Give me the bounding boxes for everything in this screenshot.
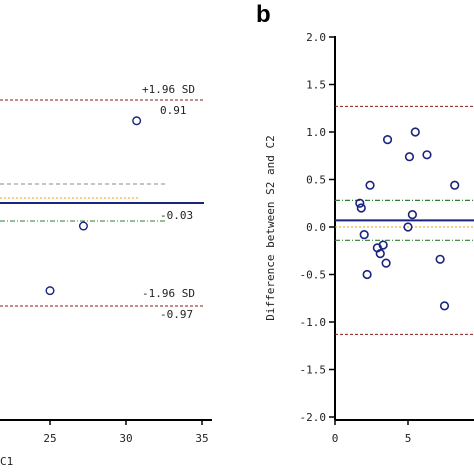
panel-b-data-point [404, 152, 415, 162]
panel-b-data-point [356, 203, 366, 213]
panel-b-y-tick-label: 1.0 [306, 126, 326, 139]
panel-b-x-tick-label: 5 [405, 432, 412, 445]
panel-a-lower-loa-label: -1.96 SD [142, 287, 195, 300]
panel-b-data-point [435, 254, 445, 264]
panel-b-data-point [439, 301, 450, 311]
panel-b-data-point [359, 230, 369, 240]
panel-a: 25 30 35 +1.96 SD 0.91 -0.03 -1.96 SD -0.9… [0, 83, 212, 468]
panel-b-label: b [256, 1, 271, 28]
panel-b-y-tick-label: -1.5 [300, 364, 327, 377]
panel-b-y-axis-label: Difference between S2 and C2 [264, 135, 277, 320]
panel-b: b Difference between S2 and C2 2.0 1.5 1.0… [256, 1, 474, 445]
panel-b-data-point [410, 127, 420, 137]
panel-b-data-point [378, 240, 388, 250]
panel-a-data-point [132, 116, 142, 126]
panel-b-data-point [422, 150, 432, 160]
panel-a-data-point [78, 221, 88, 231]
panel-b-data-point [362, 269, 372, 280]
panel-b-y-tick-label: -2.0 [300, 411, 327, 424]
panel-b-data-point [407, 210, 417, 220]
panel-b-y-tick-label: 0.0 [306, 221, 326, 234]
panel-b-data-point [355, 198, 365, 208]
panel-b-y-tick-label: -1.0 [300, 316, 327, 329]
panel-a-lower-loa-value: -0.97 [160, 308, 193, 321]
panel-b-data-point [382, 135, 393, 145]
panel-b-y-tick-label: 1.5 [306, 79, 326, 92]
panel-a-x-axis-label: C1 [0, 455, 13, 468]
panel-b-data-point [381, 258, 391, 268]
panel-b-data-point [375, 249, 385, 259]
panel-b-y-tick-label: 0.5 [306, 174, 326, 187]
panel-a-data-point [45, 286, 55, 296]
panel-b-y-tick-label: -0.5 [300, 269, 327, 282]
panel-b-data-point [450, 180, 460, 190]
panel-b-data-point [365, 180, 375, 190]
panel-a-x-tick-label: 35 [195, 432, 208, 445]
panel-a-upper-loa-value: 0.91 [160, 104, 187, 117]
panel-a-x-tick-label: 25 [43, 432, 56, 445]
panel-a-x-tick-label: 30 [119, 432, 132, 445]
panel-a-mean-value: -0.03 [160, 209, 193, 222]
panel-b-y-tick-label: 2.0 [306, 31, 326, 44]
panel-b-x-tick-label: 0 [332, 432, 339, 445]
panel-b-data-point [403, 222, 413, 232]
panel-a-upper-loa-label: +1.96 SD [142, 83, 195, 96]
